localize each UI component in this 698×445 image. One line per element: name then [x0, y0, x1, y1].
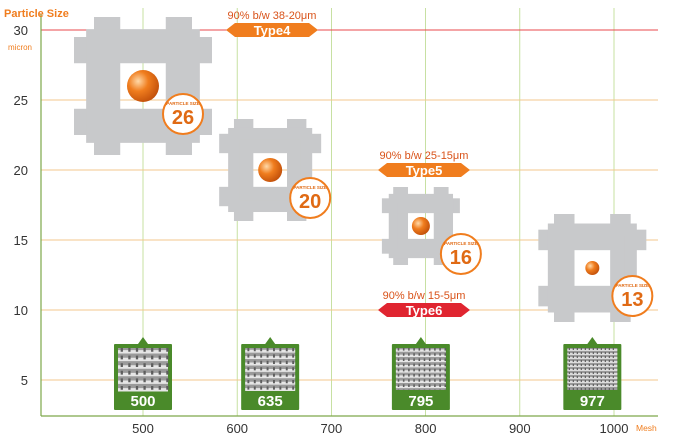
particle-badge — [611, 275, 654, 317]
particle-badge — [289, 177, 332, 219]
x-tick-label-800: 800 — [415, 421, 437, 436]
particle-ball — [258, 158, 283, 182]
particle-badge — [162, 93, 204, 135]
mesh-screen-795: 795 — [391, 337, 450, 410]
mesh-screens: 500 635 795 977 — [114, 337, 622, 410]
screen-pointer — [138, 337, 148, 344]
y-tick-label-15: 15 — [14, 233, 28, 248]
type-range-label: 90% b/w 25-15μm — [380, 150, 469, 162]
particle-badge-label: PARTICLE SIZE — [166, 101, 199, 106]
type-name: Type6 — [406, 303, 443, 318]
y-tick-label-30: 30 — [14, 23, 28, 38]
mesh-screen-label: 500 — [130, 393, 155, 410]
y-tick-label-25: 25 — [14, 93, 28, 108]
particle-ball — [411, 217, 430, 235]
type-badge — [378, 303, 470, 317]
y-tick-label-10: 10 — [14, 303, 28, 318]
particle-badge-label: PARTICLE SIZE — [444, 241, 477, 246]
grid-shapes — [74, 17, 647, 322]
x-tick-label-1000: 1000 — [600, 421, 629, 436]
particle-badge-label: PARTICLE SIZE — [616, 283, 649, 288]
screen-pointer — [265, 337, 276, 344]
type-range-label: 90% b/w 38-20μm — [228, 10, 317, 22]
x-axis-unit: Mesh — [636, 423, 657, 433]
axes: 5 10 15 20 25 30 500 600 700 800 900 1000 — [14, 14, 658, 436]
type-badge — [378, 163, 470, 177]
particle-size-label: 16 — [450, 247, 472, 269]
type-name: Type5 — [406, 163, 443, 178]
mesh-screen-635: 635 — [241, 337, 300, 410]
particle-ball — [127, 70, 159, 102]
mesh-screen-label: 977 — [580, 393, 605, 410]
y-tick-label-20: 20 — [14, 163, 28, 178]
x-tick-label-900: 900 — [509, 421, 531, 436]
type-name: Type4 — [254, 23, 291, 38]
mesh-screen-500: 500 — [114, 337, 172, 410]
screen-pointer — [415, 337, 426, 344]
mesh-screen-977: 977 — [563, 337, 622, 410]
x-tick-label-500: 500 — [132, 421, 154, 436]
particle-size-label: 20 — [299, 191, 321, 213]
x-tick-label-600: 600 — [226, 421, 248, 436]
screen-pointer — [587, 337, 598, 344]
particle-ball — [585, 261, 600, 275]
mesh-screen-label: 795 — [408, 393, 433, 410]
particle-size-label: 13 — [621, 289, 643, 311]
mesh-screen-label: 635 — [258, 393, 283, 410]
type-badge — [226, 23, 318, 37]
type-range-label: 90% b/w 15-5μm — [383, 290, 466, 302]
particle-badge-label: PARTICLE SIZE — [293, 185, 326, 190]
particle-size-label: 26 — [172, 107, 194, 129]
y-axis-title: Particle Size — [4, 8, 69, 20]
x-tick-label-700: 700 — [321, 421, 343, 436]
y-axis-unit: micron — [8, 43, 32, 52]
particle-badge — [439, 233, 482, 275]
grid-shape-635 — [219, 119, 322, 221]
y-tick-label-5: 5 — [21, 373, 28, 388]
grid-shape-500 — [74, 17, 212, 155]
